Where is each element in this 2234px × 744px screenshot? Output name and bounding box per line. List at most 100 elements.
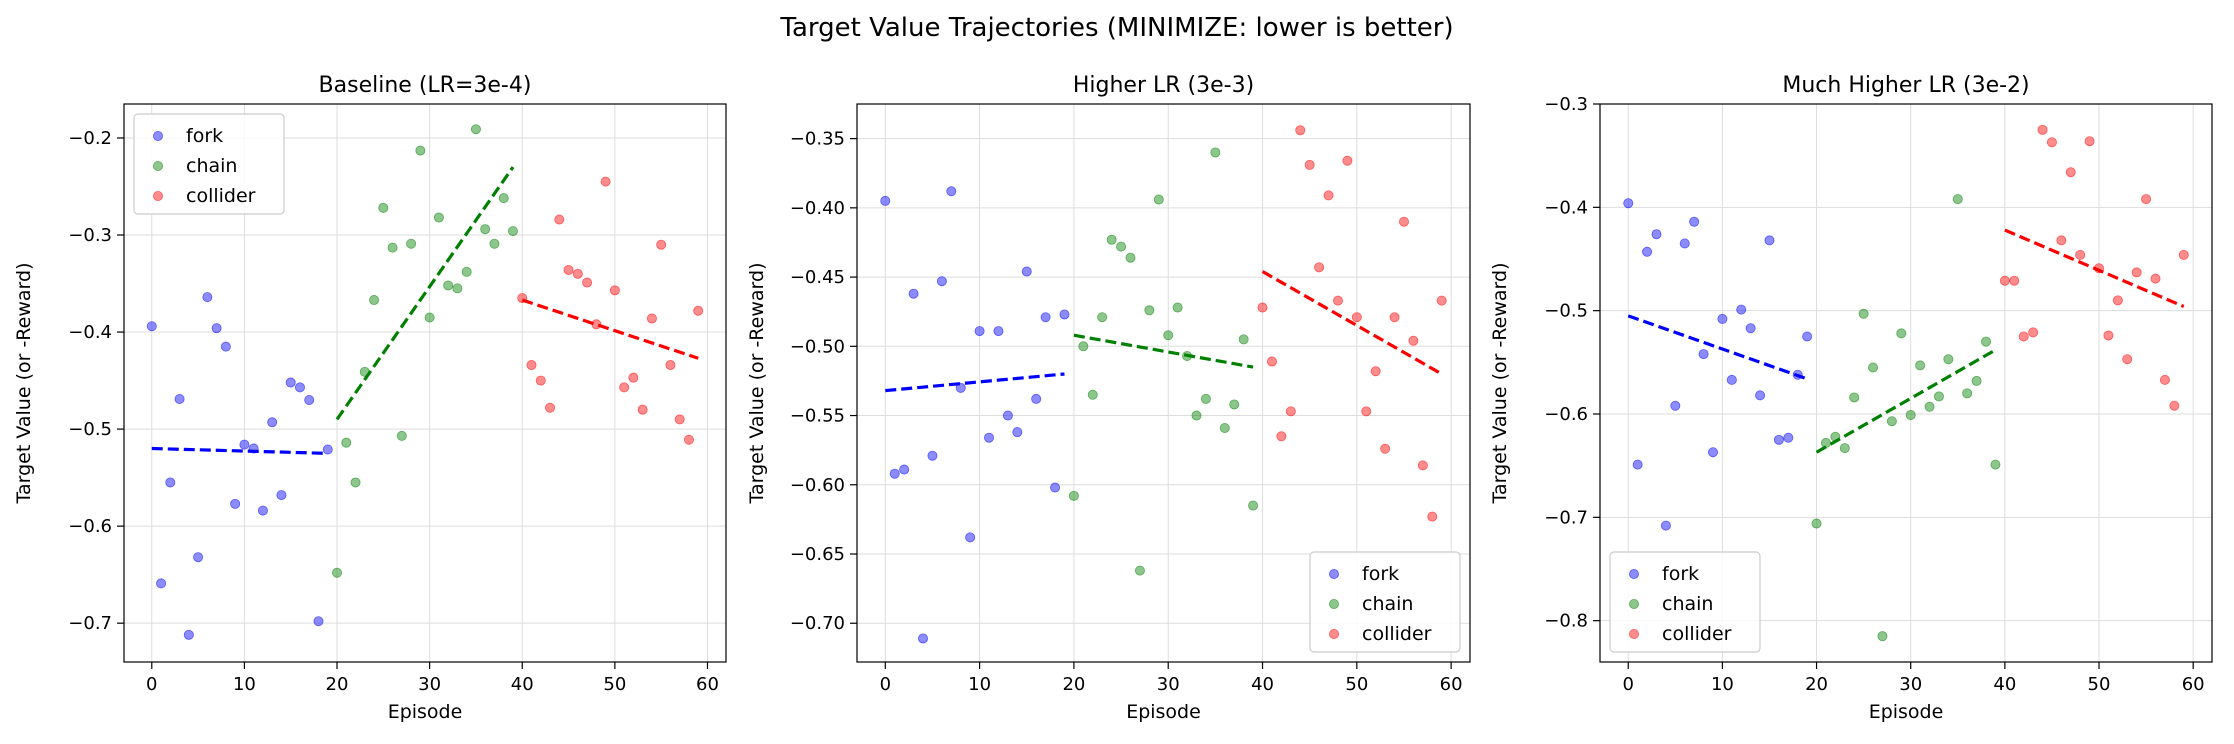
data-point-chain [461,266,472,277]
x-tick-label: 30 [418,674,441,695]
trend-line-fork [1627,314,1808,381]
trend-line-fork [885,372,1065,393]
data-point-chain [1896,328,1907,339]
data-point-chain [1210,147,1221,158]
data-point-chain [1811,518,1822,529]
y-tick-label: −0.45 [790,267,845,288]
data-point-fork [1031,393,1042,404]
data-point-chain [1943,354,1954,365]
data-point-collider [628,372,639,383]
legend-marker-collider [1329,629,1340,640]
data-point-chain [1886,416,1897,427]
y-tick-label: −0.3 [68,225,112,246]
x-tick-label: 50 [603,674,626,695]
x-tick-label: 60 [1440,674,1463,695]
data-point-fork [1623,198,1634,209]
x-tick-label: 0 [1623,674,1634,695]
data-point-fork [1802,331,1813,342]
data-point-chain [1962,388,1973,399]
data-point-chain [1905,410,1916,421]
data-point-collider [1304,159,1315,170]
y-tick-label: −0.3 [1544,94,1588,115]
data-point-fork [1021,266,1032,277]
legend-label-fork: fork [1362,563,1399,585]
axes-frame [1599,103,2213,663]
data-point-collider [1370,366,1381,377]
data-point-chain [1952,194,1963,205]
data-point-collider [1314,262,1325,273]
data-point-fork [239,439,250,450]
x-tick-label: 30 [1157,674,1180,695]
trend-line-chain [1073,333,1254,369]
data-point-fork [146,321,157,332]
x-tick-label: 60 [696,674,719,695]
data-point-collider [2150,273,2161,284]
data-point-collider [1436,295,1447,306]
data-point-chain [1924,401,1935,412]
plot-area [880,125,1447,644]
x-tick-label: 40 [511,674,534,695]
data-point-fork [908,288,919,299]
data-point-chain [470,124,481,135]
data-point-chain [1134,565,1145,576]
legend-marker-fork [152,130,163,141]
trend-line-collider [2004,228,2185,309]
data-point-fork [1689,216,1700,227]
y-tick-label: −0.65 [790,544,845,565]
series-fork [1623,198,1813,531]
data-point-collider [2103,330,2114,341]
data-point-chain [1144,305,1155,316]
data-point-fork [1745,323,1756,334]
legend-box [1309,551,1461,653]
legend: fork chain collider [133,113,285,215]
data-point-collider [2084,136,2095,147]
legend-label-collider: collider [186,185,256,207]
data-point-chain [1068,490,1079,501]
data-point-fork [156,578,167,589]
data-point-collider [619,382,630,393]
data-point-chain [1116,241,1127,252]
series-chain [1811,194,2001,642]
y-tick-label: −0.55 [790,406,845,427]
data-point-chain [1219,422,1230,433]
data-point-fork [1783,432,1794,443]
data-point-chain [1097,312,1108,323]
x-tick-label: 10 [233,674,256,695]
axes-frame [123,103,727,663]
plot-area [1623,124,2189,642]
data-point-fork [1707,447,1718,458]
data-point-chain [387,242,398,253]
data-point-chain [1125,252,1136,263]
data-point-collider [2131,267,2142,278]
data-point-fork [322,444,333,455]
data-point-fork [993,326,1004,337]
data-point-collider [665,360,676,371]
data-point-chain [1915,360,1926,371]
data-point-collider [2046,137,2057,148]
legend-marker-fork [1329,569,1340,580]
data-point-collider [1257,302,1268,313]
data-point-fork [202,292,213,303]
data-point-chain [1191,410,1202,421]
data-point-collider [2037,124,2048,135]
data-point-chain [1990,459,2001,470]
x-tick-label: 30 [1899,674,1922,695]
x-tick-label: 40 [1251,674,1274,695]
legend-label-chain: chain [1362,593,1413,615]
data-point-collider [2009,275,2020,286]
trend-line-collider [1261,270,1443,376]
data-point-chain [1849,392,1860,403]
x-tick-label: 20 [1805,674,1828,695]
data-point-collider [554,214,565,225]
legend-label-chain: chain [186,155,237,177]
data-point-fork [946,186,957,197]
data-point-collider [2112,295,2123,306]
series-chain [1068,147,1259,576]
x-axis-label: Episode [1126,701,1201,723]
data-point-collider [1398,216,1409,227]
data-point-fork [230,498,241,509]
data-point-fork [955,382,966,393]
plot-area [146,124,704,640]
data-point-fork [1002,410,1013,421]
